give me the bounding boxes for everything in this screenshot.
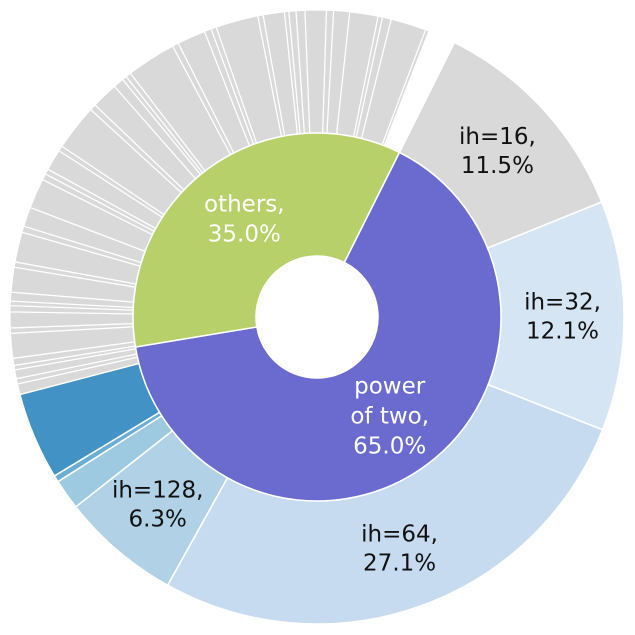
- inner-label-0: power of two, 65.0%: [350, 374, 429, 460]
- outer-label-3: ih=128, 6.3%: [112, 477, 203, 532]
- outer-label-1: ih=32, 12.1%: [524, 290, 601, 345]
- slice-labels: ih=16, 11.5% ih=32, 12.1% ih=64, 27.1% ih=128,…: [112, 124, 601, 577]
- outer-label-2: ih=64, 27.1%: [361, 522, 438, 577]
- donut-hole: [256, 256, 378, 378]
- inner-label-1: others, 35.0%: [204, 191, 285, 247]
- outer-label-0: ih=16, 11.5%: [459, 124, 536, 179]
- outer-ring: [9, 9, 625, 625]
